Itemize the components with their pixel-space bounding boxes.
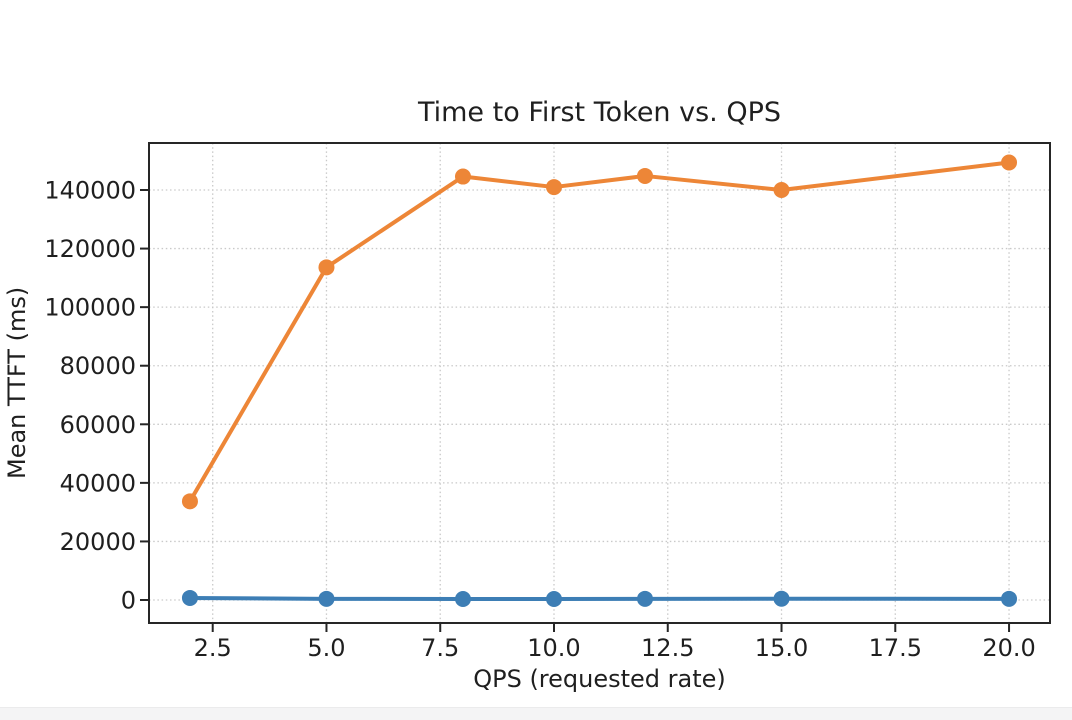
blue-series-line: [187, 595, 1012, 601]
blue-series-marker: [637, 590, 654, 607]
y-tick-label: 60000: [60, 411, 136, 439]
blue-series-marker: [773, 590, 790, 607]
orange-series-marker: [318, 259, 335, 276]
y-tick-label: 120000: [44, 235, 136, 263]
orange-series-marker: [773, 182, 790, 199]
bottom-strip: [0, 707, 1072, 720]
orange-series-marker: [454, 168, 471, 185]
blue-series-marker: [545, 590, 562, 607]
x-tick-label: 5.0: [307, 634, 345, 662]
chart-title: Time to First Token vs. QPS: [417, 97, 782, 128]
x-axis-label: QPS (requested rate): [473, 665, 726, 693]
x-tick-label: 7.5: [421, 634, 459, 662]
y-tick-label: 0: [121, 587, 136, 615]
orange-series-line: [187, 160, 1012, 504]
y-axis-label: Mean TTFT (ms): [3, 286, 31, 480]
blue-series-marker: [318, 590, 335, 607]
x-tick-label: 10.0: [527, 634, 580, 662]
x-tick-label: 12.5: [641, 634, 694, 662]
blue-series-marker: [454, 590, 471, 607]
x-tick-label: 2.5: [194, 634, 232, 662]
orange-series-marker: [545, 179, 562, 196]
y-tick-label: 20000: [60, 528, 136, 556]
blue-series-marker: [181, 589, 198, 606]
y-tick-label: 100000: [44, 294, 136, 322]
y-tick-label: 140000: [44, 177, 136, 205]
blue-series-marker: [1001, 590, 1018, 607]
orange-series-marker: [181, 493, 198, 510]
y-tick-label: 80000: [60, 352, 136, 380]
x-tick-label: 15.0: [755, 634, 808, 662]
y-tick-label: 40000: [60, 469, 136, 497]
x-tick-label: 20.0: [982, 634, 1035, 662]
orange-series-marker: [637, 167, 654, 184]
orange-series-marker: [1001, 154, 1018, 171]
x-tick-label: 17.5: [869, 634, 922, 662]
plot-spines: [148, 142, 1051, 624]
